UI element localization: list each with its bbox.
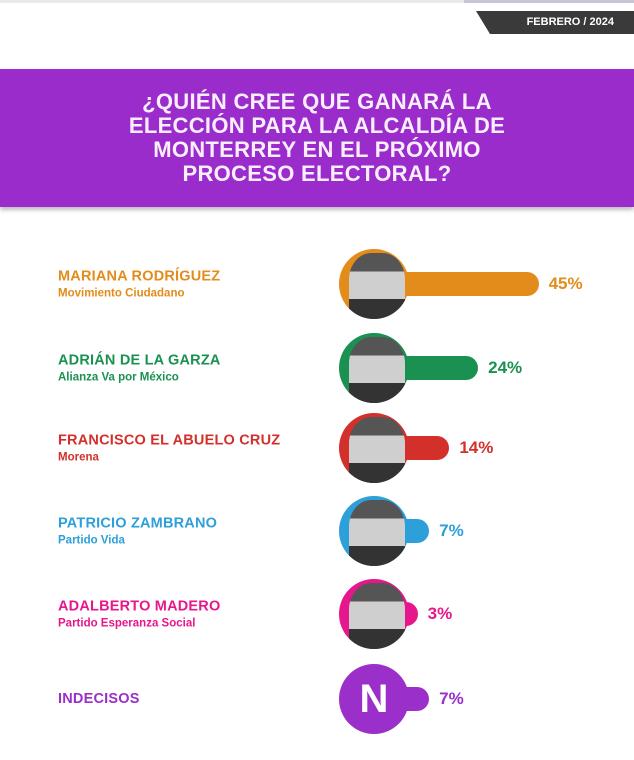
portrait [349,253,405,319]
portrait [349,417,405,483]
candidate-party: Morena [58,451,99,464]
chart-row: ADALBERTO MADERO Partido Esperanza Socia… [0,574,634,654]
percent-label: 24% [488,358,523,377]
chart-row: PATRICIO ZAMBRANO Partido Vida 7% [0,491,634,571]
date-tag: FEBRERO / 2024 [476,11,634,34]
chart-row: INDECISOS N 7% [0,659,634,739]
top-accent [464,0,634,3]
candidate-label: ADRIÁN DE LA GARZA Alianza Va por México [58,353,221,384]
candidate-party: Alianza Va por México [58,371,179,384]
candidate-label: INDECISOS [58,691,140,707]
top-divider [0,0,634,3]
candidate-name: ADALBERTO MADERO [58,598,221,615]
candidate-label: MARIANA RODRÍGUEZ Movimiento Ciudadano [58,269,220,300]
chart-row: ADRIÁN DE LA GARZA Alianza Va por México… [0,328,634,408]
candidate-name: MARIANA RODRÍGUEZ [58,268,221,285]
candidate-name: INDECISOS [58,691,140,707]
chart-row: MARIANA RODRÍGUEZ Movimiento Ciudadano 4… [0,244,634,324]
chart-title: ¿QUIÉN CREE QUE GANARÁ LA ELECCIÓN PARA … [128,89,506,186]
candidate-photo [339,579,409,649]
candidate-photo [339,249,409,319]
candidate-party: Partido Esperanza Social [58,617,196,630]
candidate-label: PATRICIO ZAMBRANO Partido Vida [58,516,217,547]
candidate-photo [339,413,409,483]
candidate-photo [339,496,409,566]
undecided-letter: N [359,676,389,721]
candidate-photo [339,333,409,403]
candidate-label: ADALBERTO MADERO Partido Esperanza Socia… [58,599,220,630]
chart-row: FRANCISCO EL ABUELO CRUZ Morena 14% [0,408,634,488]
candidate-name: FRANCISCO EL ABUELO CRUZ [58,432,281,449]
candidate-name: PATRICIO ZAMBRANO [58,515,218,532]
candidate-party: Partido Vida [58,534,125,547]
percent-label: 45% [548,274,583,293]
percent-label: 3% [427,604,453,623]
percent-label: 7% [439,689,464,708]
candidate-party: Movimiento Ciudadano [58,287,185,300]
candidate-label: FRANCISCO EL ABUELO CRUZ Morena [58,433,280,464]
percent-label: 7% [439,521,464,540]
undecided-icon: N [339,664,409,734]
portrait [349,500,405,566]
title-banner: ¿QUIÉN CREE QUE GANARÁ LA ELECCIÓN PARA … [0,69,634,207]
portrait [349,337,405,403]
portrait [349,583,405,649]
candidate-name: ADRIÁN DE LA GARZA [58,352,221,369]
percent-label: 14% [459,438,494,457]
